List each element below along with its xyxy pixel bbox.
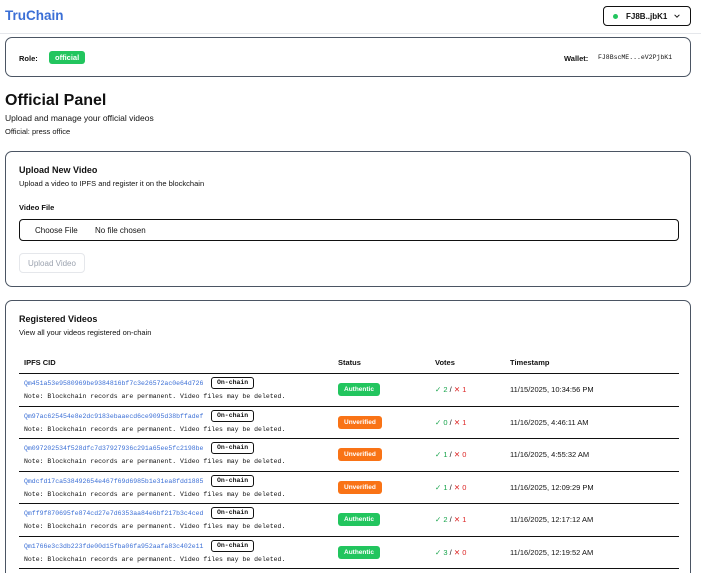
votes-count: ✓ 0 / ✕ 1 (435, 418, 466, 427)
column-header-timestamp: Timestamp (510, 358, 550, 367)
wallet-label: Wallet: (564, 54, 589, 63)
vote-separator: / (449, 450, 452, 459)
no-file-text: No file chosen (95, 226, 146, 235)
role-badge: official (49, 51, 86, 64)
table-row: Qm451a53e9580969be9384816bf7c3e26572ac0e… (19, 374, 679, 407)
official-name: Official: press office (5, 127, 71, 136)
vote-separator: / (449, 417, 452, 427)
ipfs-cid-link[interactable]: Qmff9f870695fe874cd27e7d6353aa84e6bf217b… (24, 510, 204, 517)
permanence-note: Note: Blockchain records are permanent. … (24, 425, 286, 433)
ipfs-cid-link[interactable]: Qm1766e3c3db223fde00d15fba06fa952aafa83c… (24, 542, 204, 550)
vote-separator: / (449, 482, 452, 492)
votes-count: ✓ 3 / ✕ 0 (435, 548, 466, 557)
page-subtitle: Upload and manage your official videos (5, 113, 154, 123)
registered-videos-card: Registered Videos View all your videos r… (5, 300, 691, 573)
ipfs-cid-link[interactable]: Qmdcfd17ca538492654e467f69d6985b1e31ea8f… (24, 477, 204, 485)
status-badge: Authentic (338, 513, 380, 526)
timestamp: 11/15/2025, 10:34:56 PM (510, 385, 594, 394)
on-chain-badge: On-chain (211, 507, 255, 519)
downvote-count: ✕ 0 (453, 547, 467, 557)
column-header-cid: IPFS CID (24, 358, 56, 367)
table-row: Qm097202534f528dfc7d37927936c291a65ee5fc… (19, 439, 679, 472)
status-badge: Unverified (338, 448, 382, 461)
on-chain-badge: On-chain (211, 409, 255, 422)
on-chain-badge: On-chain (211, 474, 255, 487)
upvote-count: ✓ 0 (435, 417, 448, 427)
on-chain-badge: On-chain (211, 442, 255, 454)
vote-separator: / (449, 547, 452, 557)
wallet-button[interactable]: FJ8B..jbK1 (603, 6, 691, 26)
votes-count: ✓ 2 / ✕ 1 (435, 385, 466, 394)
permanence-note: Note: Blockchain records are permanent. … (24, 523, 286, 530)
table-row: Qmdcfd17ca538492654e467f69d6985b1e31ea8f… (19, 472, 679, 504)
wallet-short-label: FJ8B..jbK1 (626, 11, 668, 21)
role-label: Role: (19, 54, 38, 63)
connected-dot-icon (613, 13, 618, 19)
upvote-count: ✓ 1 (435, 450, 448, 459)
table-row: Qm97ac625454e8e2dc9183ebaaecd6ce9095d38b… (19, 407, 679, 439)
role-card: Role: official Wallet: FJ8BscME...eV2Pjb… (5, 37, 691, 77)
permanence-note: Note: Blockchain records are permanent. … (24, 458, 286, 465)
video-file-input[interactable]: Choose File No file chosen (19, 219, 679, 241)
upvote-count: ✓ 2 (435, 515, 448, 524)
upvote-count: ✓ 2 (435, 385, 448, 394)
upvote-count: ✓ 1 (435, 482, 448, 492)
ipfs-cid-link[interactable]: Qm97ac625454e8e2dc9183ebaaecd6ce9095d38b… (24, 412, 204, 420)
permanence-note: Note: Blockchain records are permanent. … (24, 490, 286, 498)
top-header: TruChain FJ8B..jbK1 (0, 0, 701, 34)
status-badge: Authentic (338, 545, 380, 559)
video-file-label: Video File (19, 203, 55, 212)
timestamp: 11/16/2025, 12:17:12 AM (510, 515, 594, 524)
downvote-count: ✕ 1 (453, 417, 467, 427)
upload-card: Upload New Video Upload a video to IPFS … (5, 151, 691, 287)
wallet-address: FJ8BscME...eV2PjbK1 (598, 54, 673, 61)
timestamp: 11/16/2025, 12:09:29 PM (510, 482, 594, 492)
downvote-count: ✕ 1 (453, 515, 467, 524)
page-title: Official Panel (5, 92, 107, 109)
timestamp: 11/16/2025, 4:55:32 AM (510, 450, 590, 459)
videos-title: Registered Videos (19, 314, 98, 324)
videos-description: View all your videos registered on-chain (19, 328, 152, 337)
upload-video-button[interactable]: Upload Video (19, 253, 85, 273)
table-row: Qm1766e3c3db223fde00d15fba06fa952aafa83c… (19, 537, 679, 569)
upload-description: Upload a video to IPFS and register it o… (19, 179, 205, 188)
votes-count: ✓ 1 / ✕ 0 (435, 450, 466, 459)
vote-separator: / (449, 385, 452, 394)
downvote-count: ✕ 0 (453, 450, 467, 459)
votes-count: ✓ 2 / ✕ 1 (435, 515, 466, 524)
timestamp: 11/16/2025, 12:19:52 AM (510, 547, 594, 557)
votes-count: ✓ 1 / ✕ 0 (435, 483, 466, 492)
downvote-count: ✕ 1 (453, 385, 467, 394)
chevron-down-icon (674, 14, 680, 18)
on-chain-badge: On-chain (211, 539, 255, 552)
column-header-status: Status (338, 358, 361, 367)
ipfs-cid-link[interactable]: Qm097202534f528dfc7d37927936c291a65ee5fc… (24, 445, 204, 452)
brand-logo[interactable]: TruChain (5, 8, 64, 23)
permanence-note: Note: Blockchain records are permanent. … (24, 393, 286, 400)
ipfs-cid-link[interactable]: Qm451a53e9580969be9384816bf7c3e26572ac0e… (24, 380, 204, 387)
downvote-count: ✕ 0 (453, 482, 467, 492)
status-badge: Authentic (338, 383, 380, 396)
status-badge: Unverified (338, 480, 382, 494)
timestamp: 11/16/2025, 4:46:11 AM (510, 417, 589, 427)
on-chain-badge: On-chain (211, 377, 255, 389)
table-header-divider (19, 373, 679, 374)
column-header-votes: Votes (435, 358, 455, 367)
upvote-count: ✓ 3 (435, 547, 448, 557)
vote-separator: / (449, 515, 452, 524)
status-badge: Unverified (338, 415, 382, 429)
permanence-note: Note: Blockchain records are permanent. … (24, 555, 286, 563)
upload-title: Upload New Video (19, 165, 98, 175)
choose-file-button[interactable]: Choose File (35, 226, 78, 235)
table-row: Qmff9f870695fe874cd27e7d6353aa84e6bf217b… (19, 504, 679, 537)
